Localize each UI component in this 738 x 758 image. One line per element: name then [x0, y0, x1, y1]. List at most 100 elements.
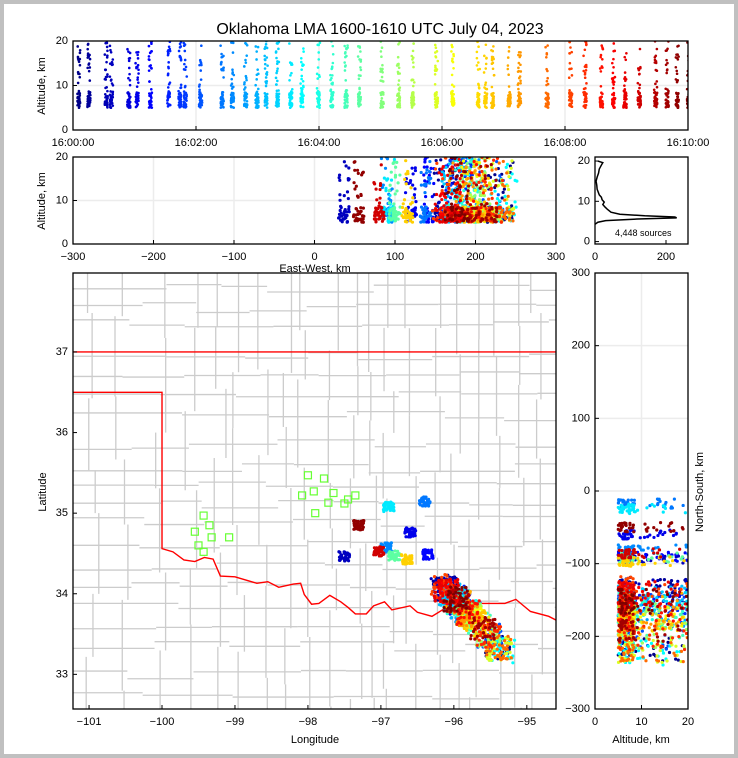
- source-point: [490, 62, 494, 66]
- source-point: [475, 50, 479, 54]
- source-point: [441, 177, 445, 181]
- source-point: [345, 47, 348, 50]
- source-point: [105, 99, 109, 103]
- source-point: [126, 47, 129, 51]
- source-point: [245, 78, 248, 82]
- source-point: [345, 89, 349, 92]
- source-point: [688, 54, 691, 57]
- source-point: [468, 160, 472, 164]
- source-point: [451, 45, 454, 49]
- source-point: [88, 79, 92, 82]
- source-point: [485, 106, 488, 109]
- source-point: [483, 176, 487, 181]
- source-point: [419, 183, 423, 187]
- source-point: [584, 87, 587, 90]
- source-point: [137, 72, 140, 75]
- source-point: [610, 61, 614, 65]
- source-point: [148, 80, 151, 83]
- source-point: [149, 103, 153, 107]
- source-point: [359, 68, 363, 72]
- source-point: [494, 201, 499, 205]
- source-point: [469, 176, 473, 180]
- source-point: [413, 166, 417, 170]
- source-point: [396, 558, 400, 562]
- source-point: [128, 95, 132, 99]
- source-point: [476, 68, 480, 71]
- source-point: [447, 186, 451, 190]
- source-point: [78, 63, 82, 67]
- source-point: [491, 97, 495, 101]
- source-point: [455, 220, 459, 224]
- source-point: [346, 104, 349, 107]
- source-point: [166, 98, 169, 102]
- source-point: [517, 61, 521, 65]
- source-point: [106, 89, 109, 93]
- source-point: [219, 44, 222, 47]
- source-point: [356, 195, 360, 199]
- source-point: [433, 211, 437, 216]
- source-point: [108, 44, 112, 48]
- source-point: [220, 60, 223, 64]
- source-point: [136, 57, 140, 60]
- source-point: [448, 196, 453, 200]
- source-point: [198, 88, 201, 92]
- source-point: [229, 98, 233, 101]
- source-point: [86, 95, 90, 98]
- source-point: [386, 544, 390, 548]
- source-point: [330, 96, 333, 100]
- source-point: [471, 185, 475, 189]
- source-point: [242, 103, 246, 106]
- source-point: [450, 59, 454, 63]
- source-point: [445, 182, 449, 186]
- source-point: [466, 631, 471, 635]
- source-point: [342, 160, 346, 164]
- source-point: [381, 213, 385, 217]
- source-point: [601, 92, 604, 96]
- source-point: [494, 214, 498, 218]
- source-point: [425, 555, 429, 559]
- source-point: [611, 86, 615, 90]
- source-point: [396, 105, 399, 109]
- source-point: [318, 75, 321, 79]
- source-point: [410, 166, 414, 170]
- source-point: [329, 100, 333, 103]
- source-point: [108, 75, 112, 78]
- source-point: [655, 80, 659, 83]
- source-point: [494, 183, 498, 188]
- source-point: [317, 102, 321, 106]
- source-point: [486, 174, 491, 178]
- source-point: [338, 208, 342, 213]
- source-point: [343, 94, 347, 98]
- source-point: [483, 204, 487, 208]
- source-point: [103, 101, 107, 105]
- source-point: [221, 100, 225, 103]
- source-point: [465, 172, 470, 176]
- source-point: [442, 204, 446, 208]
- source-point: [275, 100, 279, 103]
- source-point: [583, 48, 587, 52]
- source-point: [404, 182, 408, 186]
- source-point: [398, 99, 402, 103]
- source-point: [345, 190, 350, 194]
- source-point: [489, 165, 493, 169]
- source-point: [425, 168, 429, 172]
- source-point: [231, 68, 234, 71]
- source-point: [492, 104, 495, 108]
- source-point: [623, 92, 627, 96]
- source-point: [148, 58, 151, 62]
- source-point: [450, 615, 454, 620]
- source-point: [483, 174, 487, 178]
- time-panel-ylabel: Altitude, km: [36, 57, 48, 114]
- source-point: [503, 198, 507, 202]
- source-point: [300, 74, 304, 78]
- source-point: [149, 87, 153, 91]
- source-point: [422, 165, 426, 169]
- source-point: [386, 501, 390, 505]
- source-point: [288, 79, 291, 82]
- source-point: [677, 91, 680, 95]
- source-point: [184, 65, 188, 69]
- source-point: [432, 181, 436, 186]
- source-point: [434, 158, 438, 163]
- source-point: [104, 68, 107, 72]
- source-point: [111, 104, 115, 107]
